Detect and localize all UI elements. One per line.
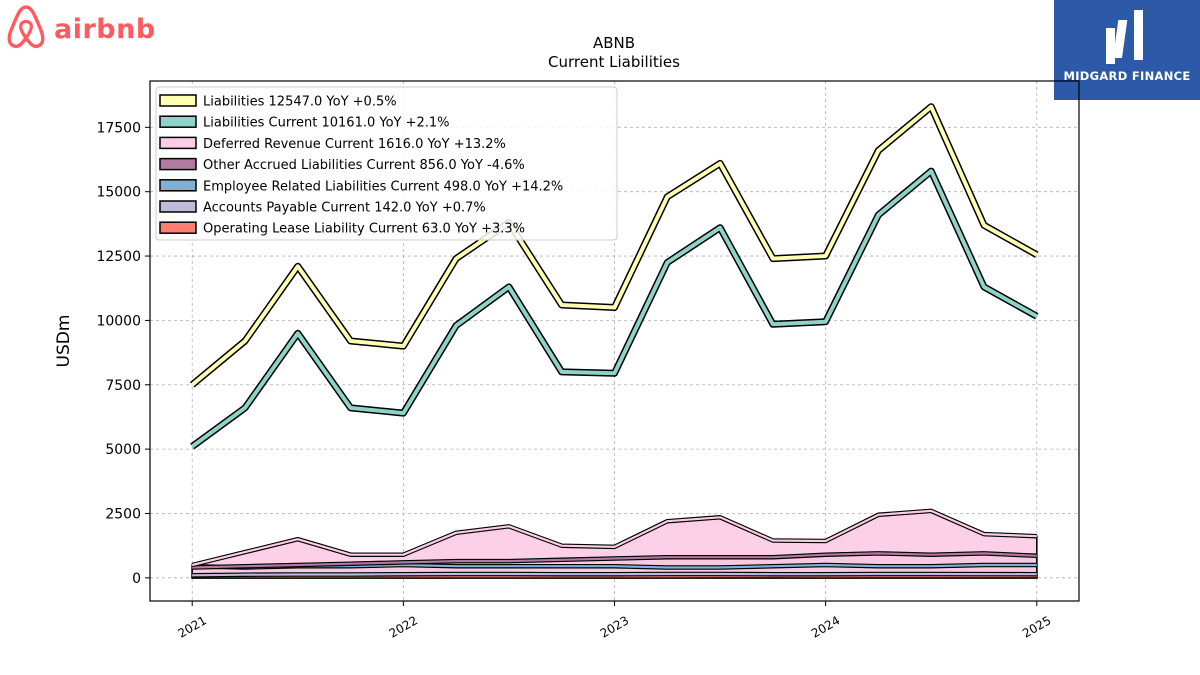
x-tick-label: 2024 (809, 613, 842, 640)
legend-swatch (159, 115, 197, 128)
legend-swatch (159, 94, 197, 107)
legend-entry: Liabilities 12547.0 YoY +0.5% (203, 95, 397, 110)
y-tick-label: 2500 (105, 506, 141, 522)
series-lines (189, 103, 1039, 579)
legend-swatch (159, 157, 197, 171)
y-tick-label: 7500 (105, 378, 141, 394)
legend-box (155, 86, 618, 241)
series-line (191, 509, 1037, 567)
legend-entry: Liabilities Current 10161.0 YoY +2.1% (203, 116, 450, 131)
y-tick-label: 5000 (105, 442, 141, 458)
y-tick-label: 10000 (96, 313, 141, 329)
legend-entry: Deferred Revenue Current 1616.0 YoY +13.… (203, 137, 506, 152)
y-tick-label: 15000 (96, 185, 141, 201)
series-line (191, 169, 1038, 449)
legend-entry: Other Accrued Liabilities Current 856.0 … (203, 158, 525, 173)
legend: Liabilities 12547.0 YoY +0.5% Liabilities… (155, 86, 618, 241)
legend-entry: Employee Related Liabilities Current 498… (203, 179, 563, 194)
midgard-finance-icon (1100, 8, 1154, 70)
airbnb-wordmark: airbnb (54, 13, 156, 45)
airbnb-logo: airbnb (4, 4, 156, 54)
airbnb-belo-icon (4, 4, 48, 54)
y-tick-label: 12500 (96, 249, 141, 265)
y-axis-ticks: 0 2500 5000 7500 10000 12500 15000 17500 (96, 120, 150, 587)
x-tick-label: 2025 (1020, 613, 1053, 640)
midgard-finance-logo: MIDGARD FINANCE (1054, 0, 1200, 100)
x-tick-label: 2021 (176, 613, 209, 640)
y-tick-label: 17500 (96, 120, 141, 136)
chart-title: ABNB (593, 34, 635, 52)
legend-swatch (159, 179, 197, 192)
series-line (192, 552, 1037, 569)
legend-entry: Accounts Payable Current 142.0 YoY +0.7% (203, 201, 486, 216)
x-tick-label: 2022 (387, 613, 420, 640)
y-tick-label: 0 (132, 571, 141, 587)
legend-swatch (159, 136, 197, 150)
x-axis-ticks: 2021 2022 2023 2024 2025 (176, 601, 1053, 641)
legend-entry: Operating Lease Liability Current 63.0 Y… (203, 222, 525, 237)
legend-swatch (159, 200, 197, 213)
midgard-finance-name: MIDGARD FINANCE (1063, 69, 1191, 83)
series-line (190, 104, 1038, 387)
series-line (192, 572, 1037, 577)
legend-swatch (159, 221, 197, 234)
y-axis-label: USDm (54, 315, 74, 368)
chart-subtitle: Current Liabilities (548, 53, 680, 71)
x-tick-label: 2023 (598, 613, 631, 640)
